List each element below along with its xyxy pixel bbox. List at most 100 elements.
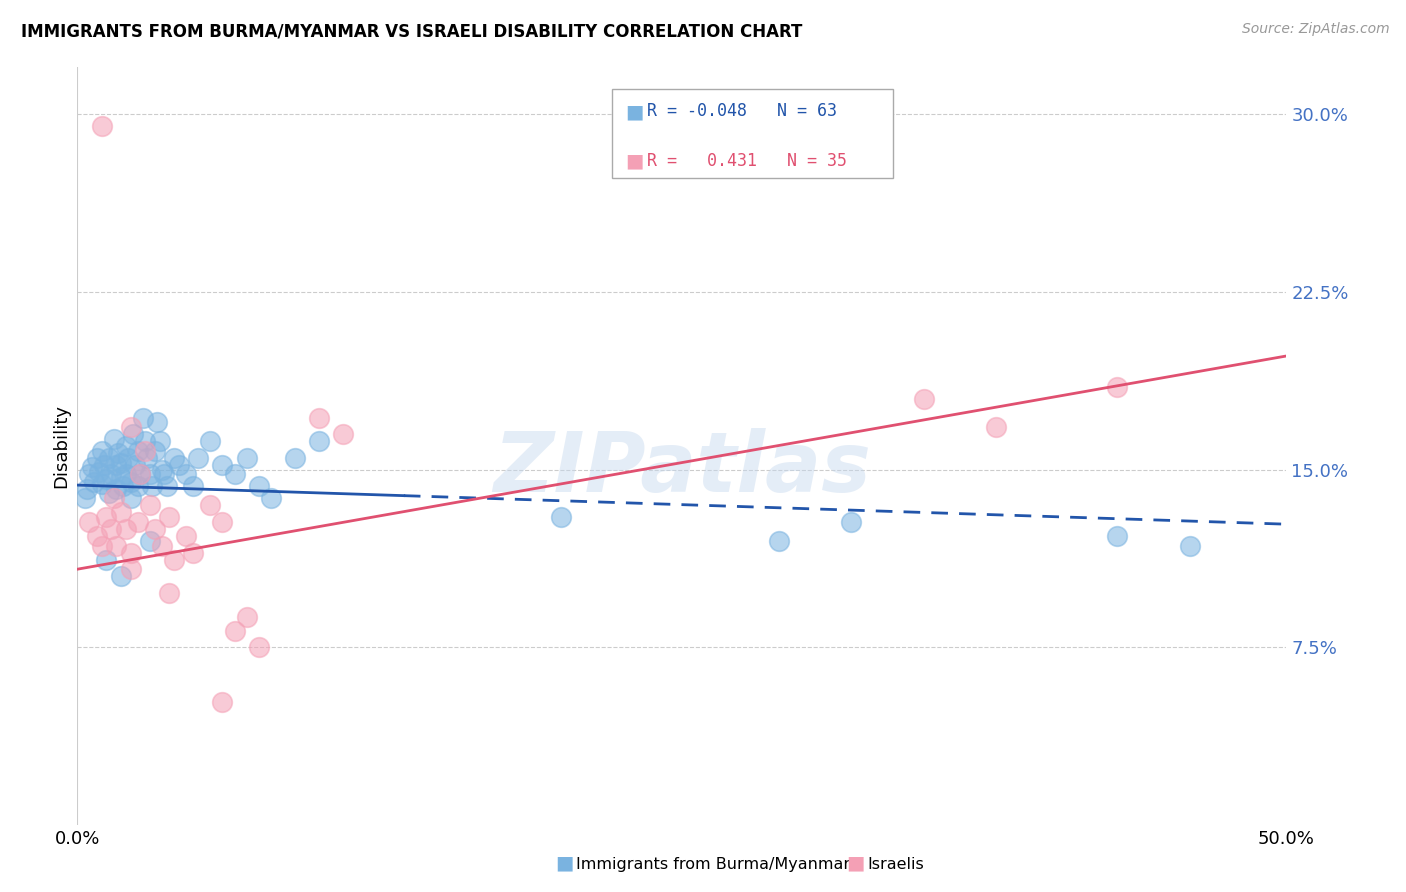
Point: [134, 443, 156, 458]
Point: [120, 491, 142, 505]
Point: [839, 515, 862, 529]
Point: [156, 479, 179, 493]
Point: [120, 475, 142, 489]
Point: [87, 465, 110, 479]
Point: [174, 529, 197, 543]
Point: [80, 460, 103, 475]
Point: [83, 475, 105, 489]
Point: [124, 458, 146, 472]
Point: [1107, 529, 1129, 543]
Point: [183, 479, 205, 493]
Point: [224, 624, 246, 638]
Point: [76, 482, 98, 496]
Point: [110, 456, 132, 470]
Point: [127, 479, 149, 493]
Text: ■: ■: [846, 854, 865, 872]
Point: [110, 470, 132, 484]
Point: [90, 119, 112, 133]
Point: [139, 498, 162, 512]
Point: [183, 546, 205, 560]
Point: [211, 515, 233, 529]
Point: [131, 410, 153, 425]
Point: [127, 515, 149, 529]
Point: [105, 539, 128, 553]
Point: [167, 458, 190, 472]
Point: [79, 515, 101, 529]
Text: Israelis: Israelis: [868, 857, 924, 872]
Point: [103, 432, 125, 446]
Point: [110, 505, 132, 519]
Point: [90, 476, 112, 491]
Point: [163, 552, 186, 567]
Point: [148, 434, 170, 449]
Point: [143, 443, 166, 458]
Point: [143, 522, 166, 536]
Y-axis label: Disability: Disability: [52, 404, 70, 488]
Point: [247, 640, 270, 655]
Point: [224, 467, 246, 482]
Point: [122, 427, 145, 442]
Point: [120, 562, 142, 576]
Point: [97, 486, 120, 500]
Point: [79, 467, 101, 482]
Point: [174, 467, 197, 482]
Text: ■: ■: [626, 102, 644, 121]
Point: [96, 552, 118, 567]
Point: [86, 450, 108, 465]
Point: [211, 695, 233, 709]
Point: [235, 609, 257, 624]
Point: [153, 467, 176, 482]
Point: [200, 498, 222, 512]
Point: [114, 467, 136, 482]
Point: [912, 392, 935, 406]
Point: [187, 450, 209, 465]
Point: [100, 522, 122, 536]
Point: [235, 450, 257, 465]
Point: [211, 458, 233, 472]
Point: [986, 420, 1008, 434]
Point: [260, 491, 283, 505]
Point: [103, 491, 125, 505]
Text: Immigrants from Burma/Myanmar: Immigrants from Burma/Myanmar: [576, 857, 851, 872]
Point: [97, 450, 120, 465]
Point: [768, 533, 790, 548]
Text: Source: ZipAtlas.com: Source: ZipAtlas.com: [1241, 22, 1389, 37]
Text: IMMIGRANTS FROM BURMA/MYANMAR VS ISRAELI DISABILITY CORRELATION CHART: IMMIGRANTS FROM BURMA/MYANMAR VS ISRAELI…: [21, 22, 803, 40]
Point: [93, 458, 115, 472]
Point: [110, 569, 132, 583]
Point: [150, 463, 173, 477]
Text: R =   0.431   N = 35: R = 0.431 N = 35: [647, 152, 846, 169]
Point: [105, 482, 128, 496]
Point: [136, 450, 159, 465]
Point: [1178, 539, 1201, 553]
Point: [112, 479, 135, 493]
Point: [120, 546, 142, 560]
Point: [308, 410, 330, 425]
Point: [96, 510, 118, 524]
Point: [247, 479, 270, 493]
Point: [332, 427, 354, 442]
Point: [141, 479, 163, 493]
Point: [146, 415, 169, 429]
Point: [157, 510, 180, 524]
Point: [90, 539, 112, 553]
Text: ■: ■: [626, 151, 644, 170]
Point: [120, 420, 142, 434]
Point: [150, 539, 173, 553]
Text: ZIPatlas: ZIPatlas: [494, 428, 870, 509]
Point: [86, 529, 108, 543]
Point: [134, 434, 156, 449]
Point: [90, 443, 112, 458]
Point: [100, 467, 122, 482]
Point: [284, 450, 307, 465]
Point: [139, 467, 162, 482]
Point: [127, 443, 149, 458]
Text: ■: ■: [555, 854, 574, 872]
Point: [1107, 380, 1129, 394]
Point: [105, 458, 128, 472]
Point: [200, 434, 222, 449]
Point: [114, 522, 136, 536]
Point: [129, 467, 152, 482]
Point: [550, 510, 572, 524]
Point: [107, 446, 129, 460]
